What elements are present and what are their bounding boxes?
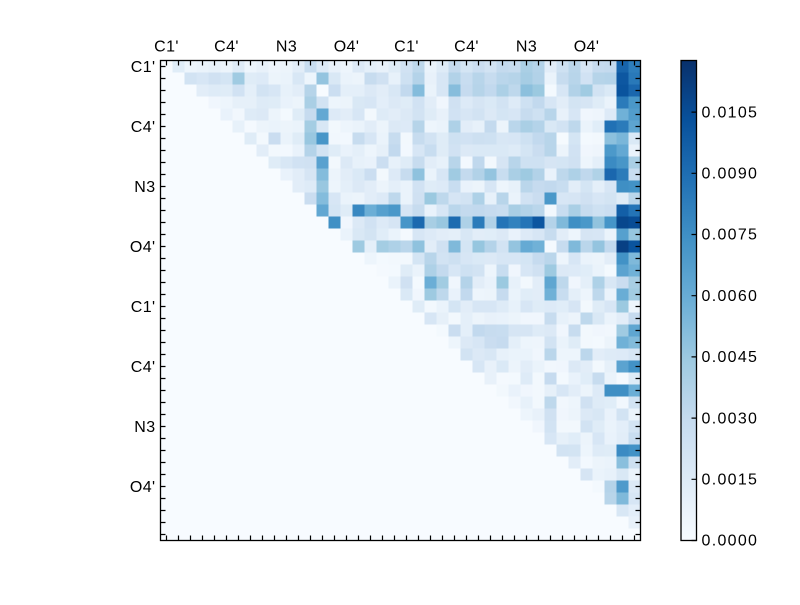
svg-text:0.0105: 0.0105 [702,104,759,121]
svg-text:C4': C4' [131,119,156,136]
svg-text:C1': C1' [131,59,156,76]
svg-text:0.0060: 0.0060 [702,288,759,305]
svg-text:O4': O4' [334,39,360,56]
svg-text:C1': C1' [131,299,156,316]
svg-text:N3: N3 [134,419,155,436]
svg-text:O4': O4' [130,239,156,256]
svg-text:C4': C4' [214,39,239,56]
svg-text:N3: N3 [276,39,297,56]
svg-text:O4': O4' [574,39,600,56]
svg-text:0.0015: 0.0015 [702,472,759,489]
svg-text:0.0090: 0.0090 [702,166,759,183]
svg-text:0.0045: 0.0045 [702,349,759,366]
svg-text:C4': C4' [454,39,479,56]
svg-text:C1': C1' [154,39,179,56]
svg-text:C4': C4' [131,359,156,376]
svg-text:N3: N3 [134,179,155,196]
svg-text:0.0030: 0.0030 [702,410,759,427]
svg-text:N3: N3 [516,39,537,56]
svg-text:0.0000: 0.0000 [702,533,759,550]
svg-text:O4': O4' [130,479,156,496]
svg-text:0.0075: 0.0075 [702,227,759,244]
svg-text:C1': C1' [394,39,419,56]
